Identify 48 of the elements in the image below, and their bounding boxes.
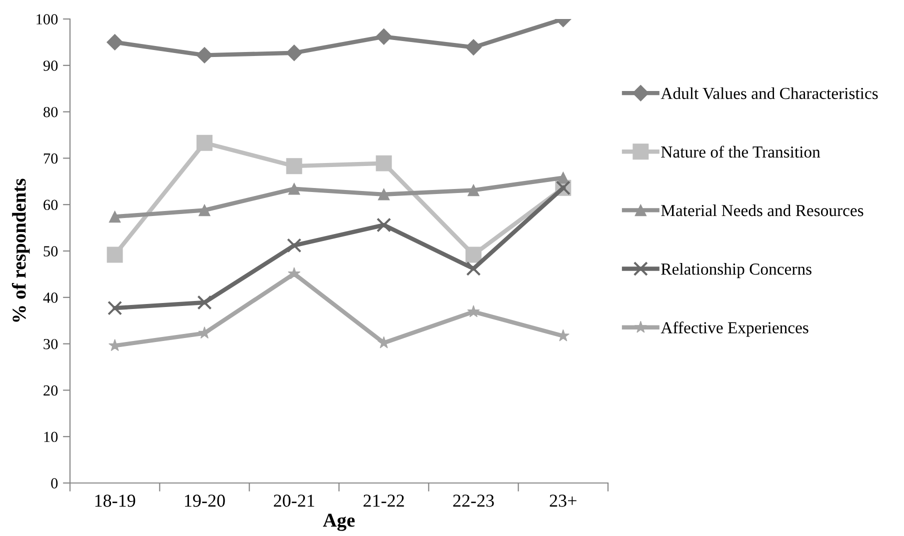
legend-label: Adult Values and Characteristics: [660, 87, 878, 100]
x-tick-label: 21-22: [364, 494, 404, 507]
point: [466, 246, 482, 263]
y-tick-label: 0: [51, 478, 58, 488]
point: [286, 238, 302, 253]
point: [557, 172, 570, 184]
y-tick-label: 90: [43, 60, 58, 71]
point: [288, 182, 300, 195]
y-tick-label: 100: [36, 14, 58, 24]
y-tick-label: 60: [44, 200, 58, 210]
y-tick-label: 30: [44, 338, 58, 350]
x-tick-label: 20-21: [274, 494, 314, 507]
point: [376, 28, 392, 45]
legend-label: Nature of the Transition: [661, 146, 820, 158]
point: [468, 184, 480, 196]
y-axis-title: % of respondents: [12, 178, 30, 322]
point: [196, 134, 212, 151]
x-tick-label: 19-20: [185, 494, 225, 507]
point: [108, 210, 121, 223]
legend-label: Material Needs and Resources: [661, 204, 864, 216]
point: [465, 39, 482, 56]
x-tick-label: 23+: [550, 494, 576, 507]
point: [288, 267, 300, 280]
point: [108, 300, 122, 316]
point: [466, 261, 481, 276]
point: [106, 34, 124, 50]
point: [197, 295, 212, 310]
y-tick-label: 50: [44, 246, 58, 256]
point: [378, 188, 390, 200]
y-tick-label: 40: [43, 292, 58, 303]
x-tick-label: 22-23: [453, 494, 494, 507]
legend-label: Relationship Concerns: [661, 263, 812, 278]
x-tick-label: 18-19: [95, 494, 136, 507]
legend-label: Affective Experiences: [660, 321, 808, 337]
y-tick-label: 20: [44, 385, 58, 396]
point: [198, 204, 210, 216]
point: [376, 218, 392, 232]
y-tick-label: 70: [44, 153, 58, 164]
y-tick-label: 80: [44, 106, 58, 118]
point: [467, 305, 480, 318]
point: [196, 46, 213, 64]
point: [286, 44, 302, 62]
point: [106, 246, 123, 263]
point: [198, 326, 211, 339]
y-tick-label: 10: [44, 432, 58, 442]
point: [286, 158, 302, 174]
x-axis-title: Age: [322, 514, 355, 531]
point: [376, 155, 392, 172]
